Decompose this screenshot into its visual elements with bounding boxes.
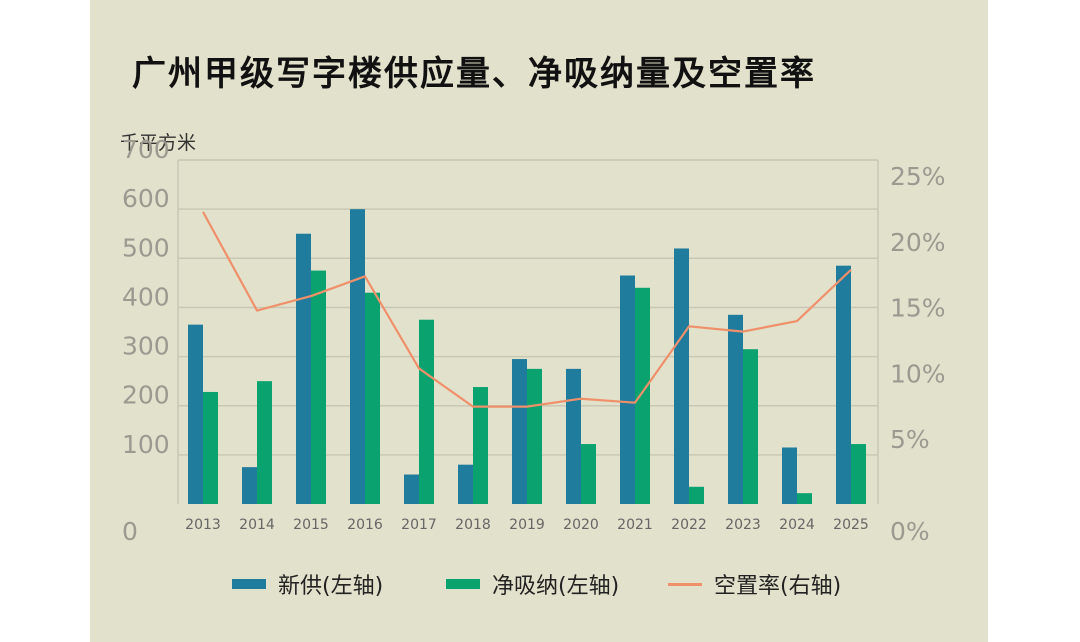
x-tick-label: 2018	[455, 517, 491, 533]
bar-supply	[350, 209, 365, 504]
legend-label-supply: 新供(左轴)	[278, 574, 384, 599]
bar-supply	[404, 474, 419, 504]
bar-absorption	[743, 349, 758, 504]
x-tick-label: 2020	[563, 517, 599, 533]
legend-item-absorption: 净吸纳(左轴)	[446, 568, 619, 600]
bar-supply	[836, 265, 851, 504]
bar-absorption	[851, 444, 866, 504]
bar-supply	[458, 464, 473, 504]
bar-absorption	[419, 319, 434, 504]
legend-item-vacancy: 空置率(右轴)	[668, 568, 841, 600]
legend-swatch-absorption	[446, 579, 480, 589]
bar-absorption	[473, 387, 488, 504]
y-axis-unit: 千平方米	[120, 132, 197, 154]
y-tick-label: 0	[122, 517, 138, 546]
x-tick-label: 2024	[779, 517, 815, 533]
legend-swatch-supply	[232, 579, 266, 589]
bar-absorption	[365, 292, 380, 504]
bar-absorption	[257, 381, 272, 504]
legend: 新供(左轴) 净吸纳(左轴) 空置率(右轴)	[0, 568, 1080, 600]
bar-absorption	[311, 270, 326, 504]
x-tick-label: 2014	[239, 517, 275, 533]
vacancy-line	[202, 211, 852, 408]
x-tick-label: 2015	[293, 517, 329, 533]
bar-supply	[782, 447, 797, 504]
legend-label-vacancy: 空置率(右轴)	[714, 574, 842, 599]
bar-absorption	[689, 486, 704, 504]
y-tick-label: 500	[122, 233, 170, 262]
y-tick-label: 300	[122, 332, 170, 361]
bar-supply	[296, 233, 311, 505]
bar-absorption	[527, 368, 542, 504]
y-tick-label: 400	[122, 282, 170, 311]
bar-supply	[566, 368, 581, 504]
y-tick-label: 700	[122, 135, 170, 164]
legend-item-supply: 新供(左轴)	[232, 568, 383, 600]
bar-absorption	[635, 287, 650, 504]
x-tick-label: 2023	[725, 517, 761, 533]
y2-tick-label: 10%	[890, 359, 946, 388]
bar-supply	[188, 324, 203, 504]
chart-title: 广州甲级写字楼供应量、净吸纳量及空置率	[132, 54, 816, 94]
y2-tick-label: 15%	[890, 294, 946, 323]
y-tick-label: 200	[122, 381, 170, 410]
y2-tick-label: 20%	[890, 228, 946, 257]
bar-supply	[728, 314, 743, 504]
bar-absorption	[581, 444, 596, 504]
bar-supply	[674, 248, 689, 504]
bar-supply	[242, 467, 257, 504]
bar-supply	[512, 359, 527, 504]
x-tick-label: 2019	[509, 517, 545, 533]
x-tick-label: 2025	[833, 517, 869, 533]
bar-supply	[620, 275, 635, 504]
x-tick-label: 2022	[671, 517, 707, 533]
legend-swatch-vacancy	[668, 582, 702, 586]
legend-label-absorption: 净吸纳(左轴)	[492, 574, 620, 599]
x-tick-label: 2021	[617, 517, 653, 533]
y2-tick-label: 5%	[890, 425, 930, 454]
y-tick-label: 100	[122, 430, 170, 459]
x-tick-label: 2017	[401, 517, 437, 533]
bar-absorption	[203, 391, 218, 504]
x-tick-label: 2013	[185, 517, 221, 533]
y-tick-label: 600	[122, 184, 170, 213]
bar-absorption	[797, 493, 812, 504]
y2-tick-label: 0%	[890, 517, 930, 546]
y2-tick-label: 25%	[890, 162, 946, 191]
x-tick-label: 2016	[347, 517, 383, 533]
